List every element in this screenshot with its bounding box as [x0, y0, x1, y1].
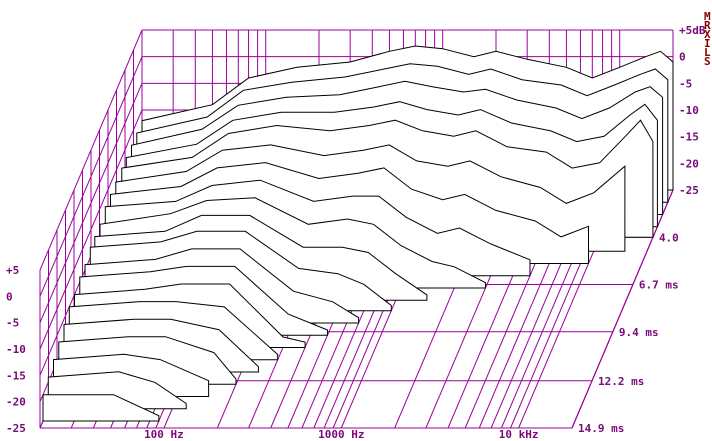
corner-letter: R: [704, 19, 711, 32]
back-db-tick-label: -25: [679, 184, 699, 197]
back-db-tick-label: -5: [679, 77, 692, 90]
back-db-tick-label: 0: [679, 51, 686, 64]
waterfall-slice: [42, 394, 160, 422]
freq-tick-label: 1000 Hz: [318, 428, 364, 441]
time-tick-label: 9.4 ms: [619, 326, 659, 339]
back-db-tick-label: -10: [679, 104, 699, 117]
front-db-tick-label: -10: [6, 343, 26, 356]
time-tick-label: 14.9 ms: [578, 422, 624, 435]
corner-letter: L: [704, 46, 711, 59]
front-db-tick-label: -25: [6, 422, 26, 435]
front-db-tick-label: -5: [6, 317, 19, 330]
front-db-tick-label: -20: [6, 396, 26, 409]
freq-tick-label: 10 kHz: [499, 428, 539, 441]
front-db-tick-label: +5: [6, 264, 19, 277]
front-db-tick-label: -15: [6, 369, 26, 382]
freq-tick-label: 100 Hz: [144, 428, 184, 441]
corner-letter: M: [704, 10, 711, 23]
slice-layer: [42, 45, 674, 422]
time-tick-label: 12.2 ms: [598, 375, 644, 388]
front-db-tick-label: 0: [6, 290, 13, 303]
corner-letter: I: [704, 37, 711, 50]
time-tick-label: 4.0: [659, 231, 679, 244]
back-db-tick-label: +5dB: [679, 24, 706, 37]
time-tick-label: 6.7 ms: [639, 279, 679, 292]
label-layer: +5dB 0 -5 -10 -15 -20 -25 +5 0 -5 -10 -15 -20 -25 100 …: [6, 10, 711, 441]
back-db-tick-label: -20: [679, 157, 699, 170]
floor-right-edge: [571, 189, 674, 429]
back-db-tick-label: -15: [679, 131, 699, 144]
corner-letter: S: [704, 55, 711, 68]
corner-letter: X: [704, 28, 711, 41]
